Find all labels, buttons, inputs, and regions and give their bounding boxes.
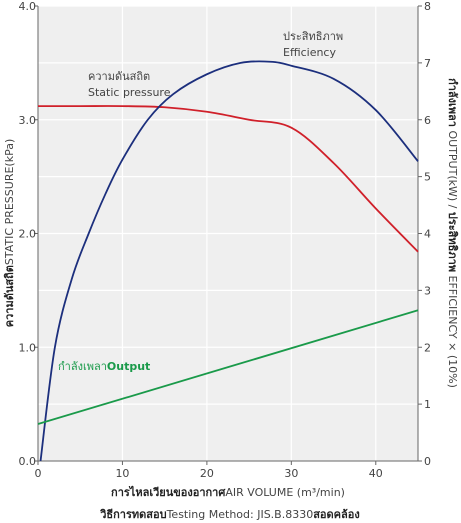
x-tick-label: 0 [35, 467, 42, 480]
y-tick-label: 4.0 [19, 0, 37, 13]
series-label-en: Static pressure [88, 86, 171, 99]
series-line [38, 105, 419, 253]
series-line [37, 309, 419, 425]
footer-part: วิธีการทดสอบ [99, 508, 166, 521]
y-tick-label: 3.0 [19, 114, 37, 127]
y-tick-label: 1.0 [19, 341, 37, 354]
xlabel: การไหลเวียนของอากาศAIR VOLUME (m³/min) [111, 485, 345, 499]
y2label: กำลังเพลา OUTPUT(kW) / ประสิทธิภาพ EFFIC… [446, 78, 459, 388]
series-line [39, 60, 419, 462]
series-label-en: Output [107, 360, 150, 373]
y2label-part: OUTPUT(kW) / [446, 127, 459, 212]
y2label-part: กำลังเพลา [446, 78, 459, 127]
y2-tick-label: 1 [424, 398, 431, 411]
y2-tick-label: 5 [424, 171, 431, 184]
footer-part: Testing Method: JIS.B.8330 [166, 508, 314, 521]
series-label-th: ประสิทธิภาพ [283, 30, 343, 43]
y2label-part: EFFICIENCY × (10%) [446, 272, 459, 388]
series-label-th: กำลังเพลา [58, 360, 107, 373]
series-label: กำลังเพลาOutput [58, 360, 150, 373]
xlabel-part: AIR VOLUME (m³/min) [225, 486, 345, 499]
x-tick-label: 30 [284, 467, 298, 480]
y2-tick-label: 7 [424, 57, 431, 70]
ylabel-part: ความดันสถิต [3, 265, 16, 327]
y-tick-label: 0.0 [19, 455, 37, 468]
y2-tick-label: 6 [424, 114, 431, 127]
x-tick-label: 40 [369, 467, 383, 480]
ylabel-part: STATIC PRESSURE(kPa) [3, 139, 16, 265]
series-label-en: Efficiency [283, 46, 336, 59]
y2-tick-label: 0 [424, 455, 431, 468]
y2-tick-label: 2 [424, 341, 431, 354]
footer: วิธีการทดสอบTesting Method: JIS.B.8330สอ… [99, 508, 359, 521]
footer-part: สอดคล้อง [313, 508, 360, 521]
xlabel-part: การไหลเวียนของอากาศ [111, 485, 226, 499]
y2-tick-label: 8 [424, 0, 431, 13]
y-tick-label: 2.0 [19, 228, 37, 241]
y2-tick-label: 4 [424, 228, 431, 241]
y2-tick-label: 3 [424, 284, 431, 297]
y2label-part: ประสิทธิภาพ [446, 212, 459, 272]
ylabel: ความดันสถิตSTATIC PRESSURE(kPa) [3, 139, 16, 327]
x-tick-label: 10 [115, 467, 129, 480]
x-tick-label: 20 [200, 467, 214, 480]
series-label-th: ความดันสถิต [88, 70, 150, 83]
